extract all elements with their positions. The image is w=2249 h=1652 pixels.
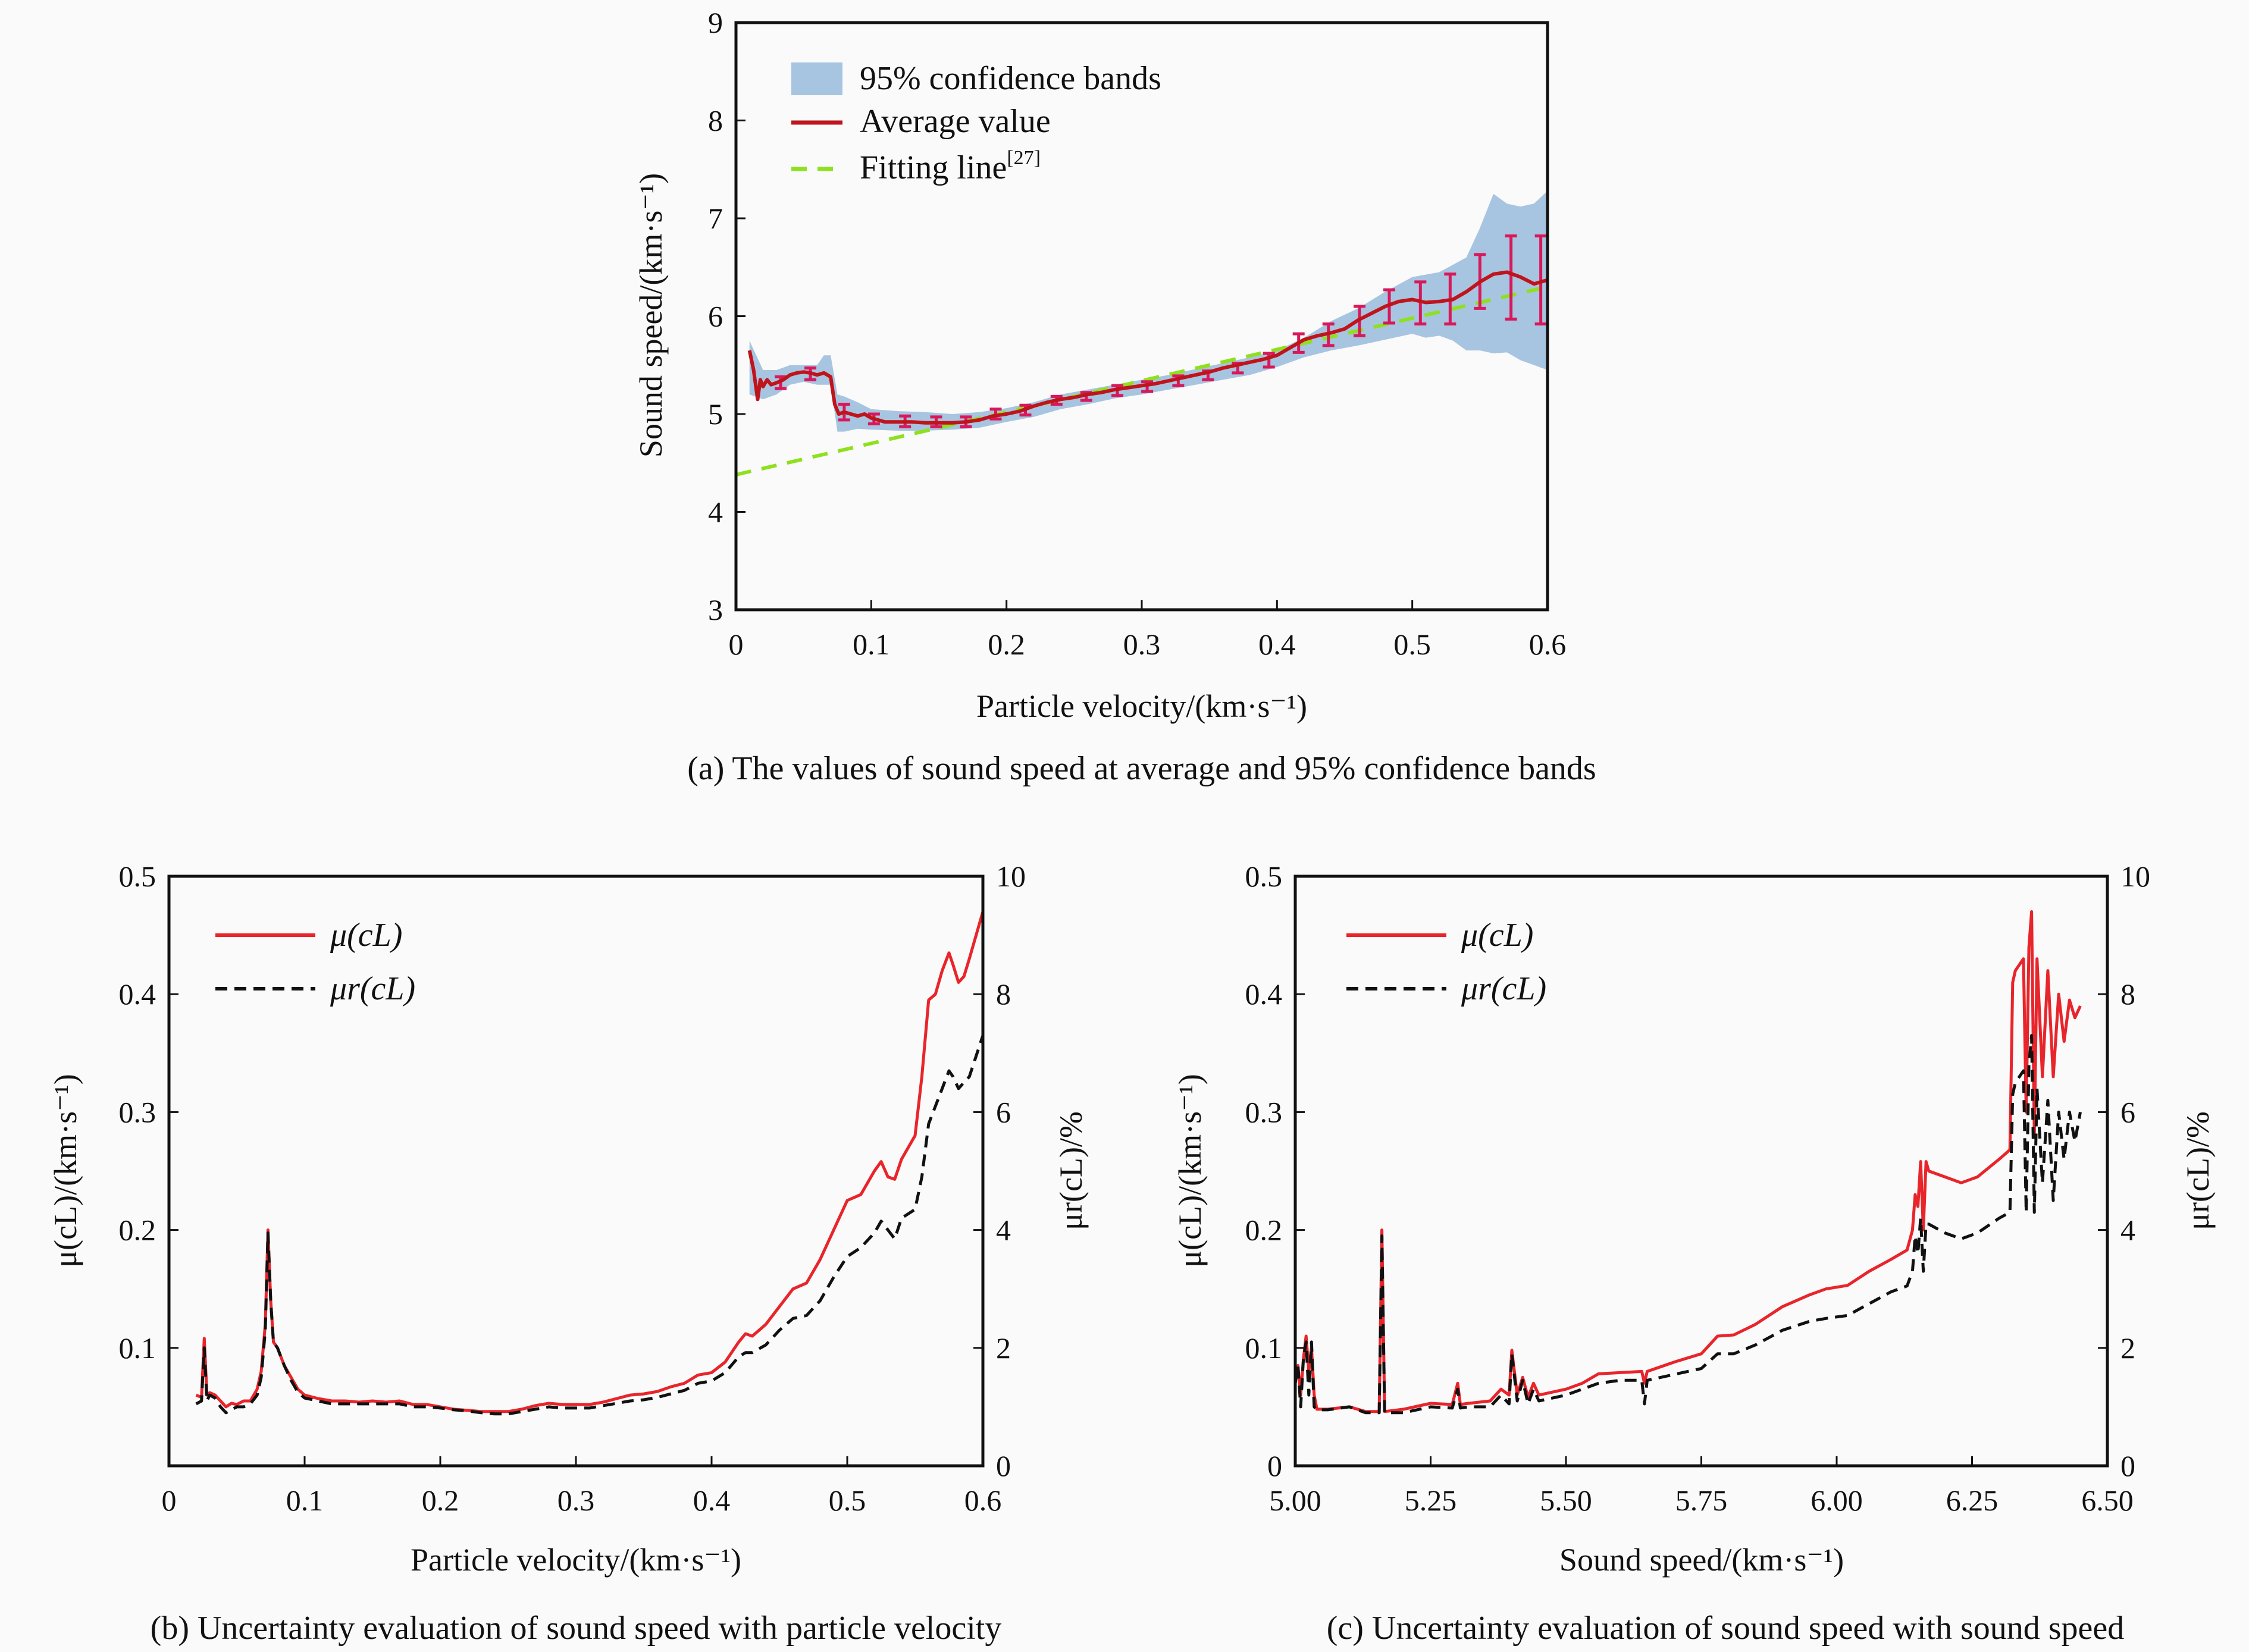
b-y-tick-label: 0.4 — [119, 977, 156, 1011]
b-legend: μ(cL) μr(cL) — [215, 917, 415, 1007]
b-plot-area: 0 0.1 0.2 0.3 0.4 0.5 0.6 0.1 0.2 0.3 0.4 0.5 0 2 4 6 8 1… — [119, 860, 1026, 1517]
b-y2-tick-label: 4 — [996, 1214, 1011, 1247]
a-x-axis-label: Particle velocity/(km·s⁻¹) — [976, 688, 1307, 724]
b-y-tick-label: 0.1 — [119, 1331, 156, 1365]
a-x-tick-label: 0.5 — [1393, 628, 1431, 661]
a-y-tick-label: 4 — [708, 496, 723, 529]
b-y2-tick-label: 8 — [996, 977, 1011, 1011]
b-legend-mur-label: μr(cL) — [330, 970, 415, 1007]
c-y2-tick-label: 2 — [2120, 1331, 2135, 1365]
b-x-tick-label: 0 — [162, 1484, 177, 1517]
a-y-tick-label: 5 — [708, 397, 723, 431]
c-y2-tick-label: 0 — [2120, 1449, 2135, 1482]
c-y2-tick-label: 8 — [2120, 977, 2135, 1011]
c-x-tick-label: 6.25 — [1946, 1484, 1999, 1517]
a-x-tick-label: 0.4 — [1258, 628, 1296, 661]
c-y2-tick-label: 6 — [2120, 1095, 2135, 1128]
c-legend-mu-label: μ(cL) — [1461, 917, 1533, 954]
c-legend: μ(cL) μr(cL) — [1346, 917, 1546, 1007]
b-x-tick-label: 0.5 — [829, 1484, 866, 1517]
a-legend-fitting-text: Fitting line — [860, 149, 1007, 186]
a-average-line — [747, 270, 1548, 425]
a-legend: 95% confidence bands Average value Fitti… — [791, 60, 1161, 186]
a-x-tick-label: 0.1 — [853, 628, 890, 661]
b-y-right-label: μr(cL)/% — [1053, 1111, 1089, 1230]
c-x-tick-label: 5.50 — [1540, 1484, 1592, 1517]
c-y2-tick-label: 4 — [2120, 1214, 2135, 1247]
panel-c: 5.00 5.25 5.50 5.75 6.00 6.25 6.5000.10.20.30.… — [1172, 860, 2216, 1647]
a-y-tick-label: 3 — [708, 593, 723, 626]
c-y-tick-label: 0.5 — [1245, 860, 1283, 893]
a-x-tick-label: 0.2 — [988, 628, 1025, 661]
a-legend-fitting-superscript: [27] — [1007, 147, 1041, 169]
c-legend-mur-label: μr(cL) — [1461, 970, 1546, 1007]
b-caption: (b) Uncertainty evaluation of sound spee… — [151, 1610, 1002, 1647]
panel-a: 0 0.1 0.2 0.3 0.4 0.5 0.6 3 4 5 6 7 8 9 95% confidenc… — [633, 6, 1596, 787]
a-y-tick-label: 7 — [708, 202, 723, 235]
c-y-left-label: μ(cL)/(km·s⁻¹) — [1172, 1074, 1208, 1268]
c-x-tick-label: 6.50 — [2081, 1484, 2134, 1517]
a-x-tick-label: 0.3 — [1123, 628, 1161, 661]
panel-b: 0 0.1 0.2 0.3 0.4 0.5 0.6 0.1 0.2 0.3 0.4 0.5 0 2 4 6 8 1… — [48, 860, 1089, 1647]
a-y-tick-label: 8 — [708, 104, 723, 137]
c-y-tick-label: 0.3 — [1245, 1095, 1283, 1128]
b-y-tick-label: 0.3 — [119, 1095, 156, 1128]
b-y2-tick-label: 6 — [996, 1095, 1011, 1128]
a-legend-band-swatch — [791, 62, 842, 95]
c-y-tick-label: 0.2 — [1245, 1214, 1283, 1247]
b-y-tick-label: 0.5 — [119, 860, 156, 893]
b-x-tick-label: 0.4 — [693, 1484, 731, 1517]
c-y-tick-label: 0.4 — [1245, 977, 1283, 1011]
c-y-right-label: μr(cL)/% — [2180, 1111, 2216, 1230]
a-y-tick-label: 9 — [708, 6, 723, 39]
b-y2-tick-label: 10 — [996, 860, 1026, 893]
c-plot-area: 5.00 5.25 5.50 5.75 6.00 6.25 6.5000.10.20.30.… — [1245, 860, 2151, 1517]
c-x-axis-label: Sound speed/(km·s⁻¹) — [1559, 1542, 1844, 1578]
c-x-tick-label: 5.75 — [1675, 1484, 1728, 1517]
a-legend-fitting-label: Fitting line[27] — [860, 147, 1041, 186]
b-y-tick-label: 0.2 — [119, 1214, 156, 1247]
a-fitting-line — [735, 285, 1548, 477]
c-y-tick-label: 0.1 — [1245, 1331, 1283, 1365]
a-y-axis-label: Sound speed/(km·s⁻¹) — [633, 173, 669, 457]
b-x-tick-label: 0.3 — [557, 1484, 595, 1517]
b-legend-mu-label: μ(cL) — [330, 917, 402, 954]
c-mur-line — [1293, 1034, 2082, 1415]
a-x-tick-label: 0 — [729, 628, 744, 661]
c-y-tick-label: 0 — [1267, 1449, 1282, 1482]
c-x-tick-label: 5.00 — [1269, 1484, 1321, 1517]
a-plot-area: 0 0.1 0.2 0.3 0.4 0.5 0.6 3 4 5 6 7 8 9 — [708, 6, 1566, 661]
c-y2-tick-label: 10 — [2120, 860, 2150, 893]
b-x-tick-label: 0.2 — [422, 1484, 459, 1517]
c-caption: (c) Uncertainty evaluation of sound spee… — [1327, 1610, 2125, 1647]
b-x-tick-label: 0.1 — [286, 1484, 324, 1517]
a-legend-average-label: Average value — [860, 103, 1051, 140]
b-x-axis-label: Particle velocity/(km·s⁻¹) — [411, 1542, 741, 1578]
a-x-tick-label: 0.6 — [1529, 628, 1567, 661]
a-legend-band-label: 95% confidence bands — [860, 60, 1161, 97]
a-caption: (a) The values of sound speed at average… — [687, 750, 1596, 787]
c-x-tick-label: 6.00 — [1811, 1484, 1863, 1517]
b-x-tick-label: 0.6 — [964, 1484, 1002, 1517]
b-y2-tick-label: 0 — [996, 1449, 1011, 1482]
b-y2-tick-label: 2 — [996, 1331, 1011, 1365]
a-y-tick-label: 6 — [708, 300, 723, 333]
b-mur-line — [195, 1035, 985, 1416]
b-y-left-label: μ(cL)/(km·s⁻¹) — [48, 1074, 83, 1268]
c-x-tick-label: 5.25 — [1405, 1484, 1457, 1517]
